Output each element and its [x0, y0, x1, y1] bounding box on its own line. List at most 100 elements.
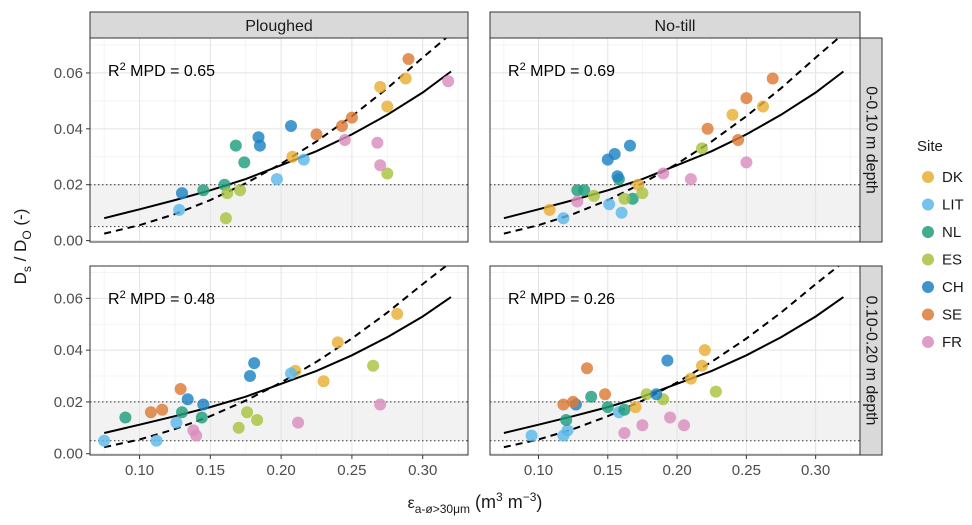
r2-letter: R: [108, 291, 120, 308]
data-point-LIT: [297, 153, 310, 166]
data-point-ES: [221, 187, 234, 200]
panel-2: R2 MPD = 0.48: [89, 265, 469, 456]
legend-title: Site: [917, 138, 943, 155]
data-point-CH: [650, 388, 663, 401]
data-point-SE: [345, 111, 358, 124]
data-point-SE: [766, 72, 779, 85]
data-point-SE: [156, 403, 169, 416]
y-title-part: / D: [11, 240, 30, 266]
legend-label-DK: DK: [942, 169, 963, 186]
x-tick-label: 0.30: [801, 462, 830, 479]
data-point-DK: [757, 100, 769, 113]
data-point-FR: [338, 134, 351, 146]
r2-superscript: 2: [520, 61, 526, 73]
data-point-FR: [636, 419, 649, 432]
data-point-DK: [317, 375, 330, 388]
legend-key-FR: [922, 336, 934, 348]
data-point-NL: [560, 414, 573, 426]
data-point-ES: [367, 359, 380, 372]
data-point-FR: [442, 75, 455, 88]
r2-label: R2 MPD = 0.69: [508, 61, 615, 80]
data-point-FR: [371, 136, 384, 149]
data-point-FR: [657, 167, 670, 180]
x-tick-label: 0.25: [337, 462, 366, 479]
dashed-curve: [103, 38, 448, 235]
data-point-CH: [248, 357, 261, 370]
r2-letter: R: [508, 63, 520, 80]
solid-curve: [503, 70, 845, 220]
y-tick-label: 0.02: [54, 177, 83, 194]
x-tick-label: 0.20: [267, 462, 296, 479]
r2-value: MPD = 0.69: [526, 63, 615, 80]
data-point-LIT: [615, 206, 628, 219]
x-tick-label: 0.15: [196, 462, 225, 479]
data-point-CH: [176, 187, 188, 200]
data-point-NL: [601, 401, 614, 414]
data-point-NL: [197, 184, 210, 197]
legend-key-NL: [922, 226, 934, 238]
r2-label: R2 MPD = 0.26: [508, 289, 615, 308]
r2-label: R2 MPD = 0.48: [108, 289, 215, 308]
data-point-FR: [684, 173, 697, 186]
legend-label-SE: SE: [942, 307, 962, 324]
data-point-SE: [599, 388, 611, 401]
legend-key-CH: [922, 281, 934, 293]
legend-label-LIT: LIT: [942, 197, 964, 214]
legend: Site DK LIT NL ES CH SE FR: [917, 138, 964, 351]
data-point-NL: [578, 184, 591, 197]
r2-letter: R: [108, 63, 120, 80]
legend-key-ES: [922, 253, 934, 266]
y-tick-label: 0.04: [54, 342, 83, 359]
data-point-NL: [119, 411, 132, 424]
data-point-CH: [608, 148, 621, 160]
data-point-FR: [374, 398, 387, 411]
x-tick-label: 0.10: [125, 462, 154, 479]
data-point-LIT: [525, 429, 538, 442]
data-point-NL: [176, 406, 188, 419]
panel-border: [89, 265, 469, 456]
x-title-part: ): [536, 492, 542, 512]
r2-label: R2 MPD = 0.65: [108, 61, 215, 80]
r2-value: MPD = 0.26: [526, 291, 615, 308]
x-tick-label: 0.25: [732, 462, 761, 479]
threshold-band: [90, 401, 468, 441]
strip-col-1: [489, 11, 861, 39]
y-tick-label: 0.06: [54, 290, 83, 307]
threshold-band: [490, 401, 860, 441]
r2-value: MPD = 0.48: [126, 291, 215, 308]
data-point-FR: [571, 195, 584, 208]
data-point-CH: [253, 139, 266, 152]
data-point-LIT: [561, 424, 574, 437]
data-point-LIT: [98, 434, 111, 447]
r2-superscript: 2: [520, 289, 526, 301]
data-point-NL: [229, 139, 242, 152]
y-title-part: D: [11, 272, 30, 284]
data-point-DK: [696, 359, 708, 372]
data-point-CH: [285, 120, 297, 132]
data-point-CH: [611, 170, 624, 183]
x-title-subscript: a-ø>30μm: [415, 502, 470, 516]
data-point-FR: [678, 419, 690, 432]
data-point-ES: [234, 184, 247, 197]
x-tick-label: 0.30: [408, 462, 437, 479]
legend-label-CH: CH: [942, 279, 964, 296]
panel-border: [489, 37, 861, 243]
data-point-DK: [684, 372, 697, 385]
legend-key-DK: [922, 171, 934, 183]
x-title-superscript: −3: [523, 490, 537, 504]
r2-superscript: 2: [120, 61, 126, 73]
data-point-NL: [618, 403, 631, 416]
data-point-SE: [402, 53, 415, 65]
data-point-SE: [732, 134, 745, 146]
data-point-SE: [557, 398, 570, 411]
x-title-part: (m: [470, 492, 496, 512]
data-point-DK: [629, 401, 642, 414]
data-point-ES: [219, 212, 232, 225]
data-point-ES: [636, 187, 649, 200]
x-tick-label: 0.15: [593, 462, 622, 479]
threshold-band: [90, 184, 468, 227]
data-point-SE: [144, 406, 157, 419]
y-title-part: (-): [11, 209, 30, 231]
